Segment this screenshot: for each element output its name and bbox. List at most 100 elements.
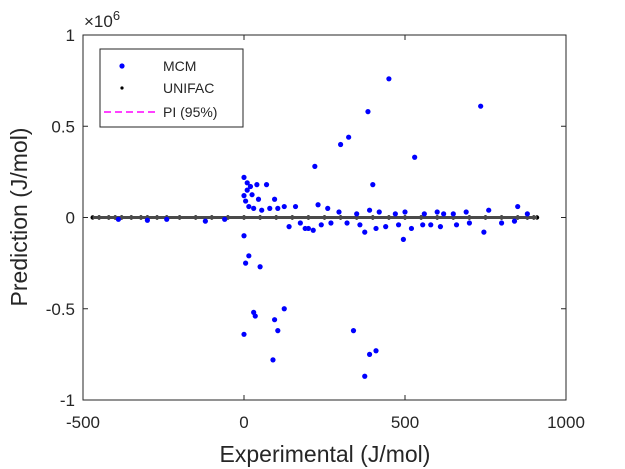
mcm-point [400,236,406,242]
mcm-point [524,211,530,217]
y-tick-label: 1 [66,26,75,45]
mcm-point [481,229,487,235]
legend-label-mcm: MCM [163,58,196,74]
mcm-point [376,209,382,215]
mcm-point [365,109,371,115]
mcm-point [357,222,363,228]
mcm-point [346,134,352,140]
mcm-point [241,331,247,337]
y-tick-label: 0 [66,209,75,228]
mcm-point [244,187,250,193]
mcm-point [267,205,273,211]
mcm-point [275,328,281,334]
mcm-point [395,222,402,228]
mcm-point [336,209,342,215]
mcm-point [254,182,260,188]
mcm-point [271,196,278,202]
mcm-point [292,203,299,210]
legend-label-pi: PI (95%) [163,104,217,120]
mcm-point [344,220,350,226]
mcm-point [511,218,518,224]
mcm-point [244,180,250,186]
mcm-point [275,205,281,211]
mcm-point [370,182,376,188]
y-tick-label: 0.5 [51,117,75,136]
y-tick-label: -1 [60,391,75,410]
y-exponent-power: 6 [113,8,120,23]
mcm-point [486,207,492,213]
mcm-point [412,154,418,160]
mcm-point [453,222,460,228]
mcm-point [373,348,379,354]
mcm-point [441,211,447,217]
mcm-point [115,216,122,222]
mcm-point [434,209,440,215]
x-tick-label: 0 [239,413,248,432]
mcm-point [408,225,415,232]
mcm-point [251,205,257,211]
mcm-point [310,227,316,233]
mcm-point [354,211,360,217]
mcm-point [463,209,469,215]
x-tick-label: -500 [66,413,100,432]
x-tick-label: 500 [391,413,419,432]
mcm-point [286,224,292,230]
mcm-point [466,220,472,226]
mcm-point [386,76,392,82]
mcm-point [243,260,249,266]
legend-label-unifac: UNIFAC [163,80,214,96]
mcm-point [270,357,276,363]
mcm-point [362,229,368,235]
mcm-point [252,313,258,319]
y-axis-label: Prediction (J/mol) [6,128,32,307]
mcm-point [421,211,427,217]
mcm-point [297,220,303,226]
mcm-point [499,220,505,226]
mcm-point [246,253,252,259]
mcm-point [243,198,249,204]
mcm-point [281,306,287,312]
mcm-point [402,209,408,215]
mcm-point [257,264,263,270]
mcm-point [392,211,398,217]
mcm-point [366,207,373,213]
mcm-point [263,182,270,188]
legend-marker-mcm [119,63,125,69]
mcm-point [222,216,228,222]
mcm-point [249,192,255,198]
mcm-point [241,233,247,239]
mcm-point [312,163,318,169]
mcm-point [366,351,373,357]
mcm-point [478,103,484,109]
mcm-point [362,373,368,379]
mcm-point [328,220,334,226]
axis-ticks: -500 0 500 1000 1 0.5 0 -0.5 -1 [46,26,585,432]
mcm-point [246,203,252,210]
mcm-point [437,224,444,230]
mcm-point [373,225,379,232]
mcm-point [241,193,247,199]
legend: MCM UNIFAC PI (95%) [99,48,244,128]
mcm-point [255,196,262,202]
mcm-point [338,141,344,148]
mcm-point [271,317,278,323]
legend-marker-unifac [120,86,124,90]
mcm-point [383,224,389,230]
mcm-point [350,328,357,334]
mcm-point [302,225,308,232]
mcm-point [281,203,287,210]
mcm-point [450,211,456,217]
mcm-point [318,222,324,228]
x-tick-label: 1000 [547,413,585,432]
mcm-point [247,183,254,190]
legend-box [99,48,244,128]
mcm-point [515,203,521,210]
x-axis-label: Experimental (J/mol) [220,441,431,467]
mcm-point [202,218,208,224]
mcm-point [315,202,321,208]
mcm-point [241,174,247,180]
mcm-point [420,222,426,228]
mcm-point [144,217,150,223]
y-tick-label: -0.5 [46,300,75,319]
